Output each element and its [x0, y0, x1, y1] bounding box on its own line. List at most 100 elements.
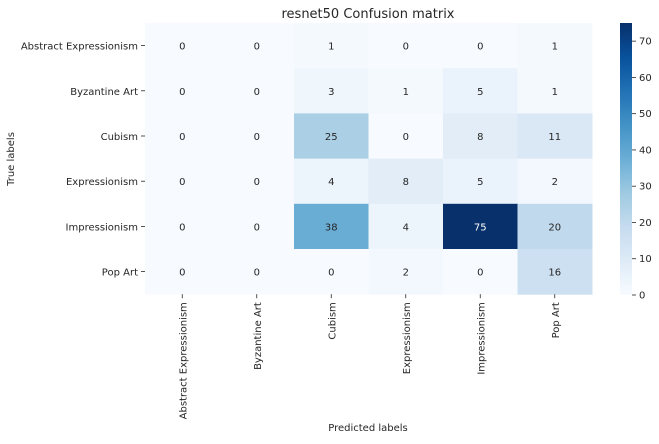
heatmap-cell — [294, 158, 369, 205]
y-tick-label: Abstract Expressionism — [21, 42, 138, 53]
x-tick-label: Impressionism — [476, 302, 487, 374]
y-tick-label: Impressionism — [66, 222, 138, 233]
cell-value-label: 25 — [325, 132, 338, 143]
colorbar: 0 10 20 30 40 50 60 70 — [620, 23, 652, 302]
heatmap-cell — [219, 203, 295, 250]
heatmap-cell — [443, 113, 518, 160]
x-tick-label: Cubism — [327, 302, 338, 339]
cell-value-label: 20 — [548, 222, 561, 233]
colorbar-gradient — [620, 23, 632, 295]
y-axis-ticks: Abstract Expressionism Byzantine Art Cubis… — [21, 42, 145, 279]
heatmap-cell — [443, 203, 518, 250]
cell-value-label: 0 — [403, 42, 409, 53]
colorbar-tick-label: 20 — [639, 218, 652, 229]
heatmap-cell — [443, 68, 518, 114]
heatmap-cell — [294, 23, 369, 69]
heatmap-cell — [368, 68, 444, 114]
x-axis-ticks: Abstract Expressionism Byzantine Art Cubis… — [178, 294, 562, 419]
x-tick-label: Pop Art — [551, 302, 562, 338]
y-axis-label: True labels — [6, 132, 17, 187]
cell-value-label: 38 — [325, 222, 338, 233]
cell-value-label: 0 — [254, 177, 260, 188]
heatmap-cell — [517, 113, 593, 160]
x-tick-label: Abstract Expressionism — [178, 302, 189, 419]
y-tick-label: Cubism — [101, 132, 138, 143]
heatmap-cell — [294, 113, 369, 160]
heatmap-cell — [145, 203, 220, 250]
heatmap-cell — [443, 249, 518, 295]
heatmap-cell — [517, 158, 593, 205]
cell-value-label: 11 — [548, 132, 561, 143]
heatmap-cell — [517, 23, 593, 69]
x-axis-label: Predicted labels — [328, 423, 408, 434]
colorbar-tick-label: 50 — [639, 109, 652, 120]
cell-value-label: 1 — [552, 42, 558, 53]
colorbar-tick-label: 30 — [639, 182, 652, 193]
cell-value-label: 75 — [474, 222, 487, 233]
colorbar-tick-label: 40 — [639, 145, 652, 156]
heatmap-cell — [145, 158, 220, 205]
cell-value-label: 2 — [403, 268, 409, 279]
cell-value-label: 5 — [477, 87, 483, 98]
y-tick-label: Pop Art — [102, 268, 138, 279]
cell-value-label: 0 — [477, 268, 483, 279]
heatmap-cell — [219, 68, 295, 114]
cell-value-label: 0 — [254, 132, 260, 143]
cell-value-label: 8 — [477, 132, 483, 143]
colorbar-tick-label: 70 — [639, 37, 652, 48]
cell-value-label: 2 — [552, 177, 558, 188]
heatmap-cells: 0 0 1 0 0 10 0 3 1 5 10 0 25 0 8 110 0 4 8 5 20 0 38 4 75 200 0 0 2 0… — [145, 23, 593, 295]
chart-title: resnet50 Confusion matrix — [281, 7, 454, 22]
heatmap-cell — [368, 23, 444, 69]
cell-value-label: 0 — [477, 42, 483, 53]
heatmap-cell — [145, 113, 220, 160]
heatmap-cell — [145, 249, 220, 295]
heatmap-cell — [219, 113, 295, 160]
heatmap-cell — [145, 68, 220, 114]
heatmap-cell — [219, 249, 295, 295]
cell-value-label: 0 — [179, 177, 185, 188]
cell-value-label: 0 — [179, 42, 185, 53]
heatmap-cell — [368, 203, 444, 250]
cell-value-label: 0 — [254, 87, 260, 98]
cell-value-label: 8 — [403, 177, 409, 188]
heatmap-cell — [517, 249, 593, 295]
cell-value-label: 1 — [403, 87, 409, 98]
y-tick-label: Byzantine Art — [70, 87, 138, 98]
heatmap-cell — [294, 68, 369, 114]
y-tick-label: Expressionism — [66, 177, 138, 188]
x-tick-label: Byzantine Art — [253, 302, 264, 370]
colorbar-tick-label: 10 — [639, 254, 652, 265]
cell-value-label: 4 — [403, 222, 409, 233]
cell-value-label: 0 — [179, 268, 185, 279]
cell-value-label: 16 — [548, 268, 561, 279]
cell-value-label: 0 — [403, 132, 409, 143]
heatmap-cell — [517, 203, 593, 250]
cell-value-label: 5 — [477, 177, 483, 188]
cell-value-label: 3 — [328, 87, 334, 98]
colorbar-tick-label: 60 — [639, 73, 652, 84]
colorbar-tick-label: 0 — [639, 291, 645, 302]
cell-value-label: 4 — [328, 177, 334, 188]
cell-value-label: 0 — [328, 268, 334, 279]
heatmap-cell — [443, 23, 518, 69]
cell-value-label: 0 — [254, 268, 260, 279]
heatmap-cell — [368, 249, 444, 295]
cell-value-label: 1 — [328, 42, 334, 53]
cell-value-label: 1 — [552, 87, 558, 98]
heatmap-cell — [294, 203, 369, 250]
heatmap-cell — [368, 113, 444, 160]
cell-value-label: 0 — [179, 132, 185, 143]
heatmap-cell — [368, 158, 444, 205]
heatmap-cell — [219, 23, 295, 69]
x-tick-label: Expressionism — [402, 302, 413, 374]
heatmap-cell — [294, 249, 369, 295]
cell-value-label: 0 — [179, 87, 185, 98]
heatmap-cell — [219, 158, 295, 205]
cell-value-label: 0 — [254, 42, 260, 53]
cell-value-label: 0 — [179, 222, 185, 233]
heatmap-cell — [443, 158, 518, 205]
heatmap-cell — [517, 68, 593, 114]
